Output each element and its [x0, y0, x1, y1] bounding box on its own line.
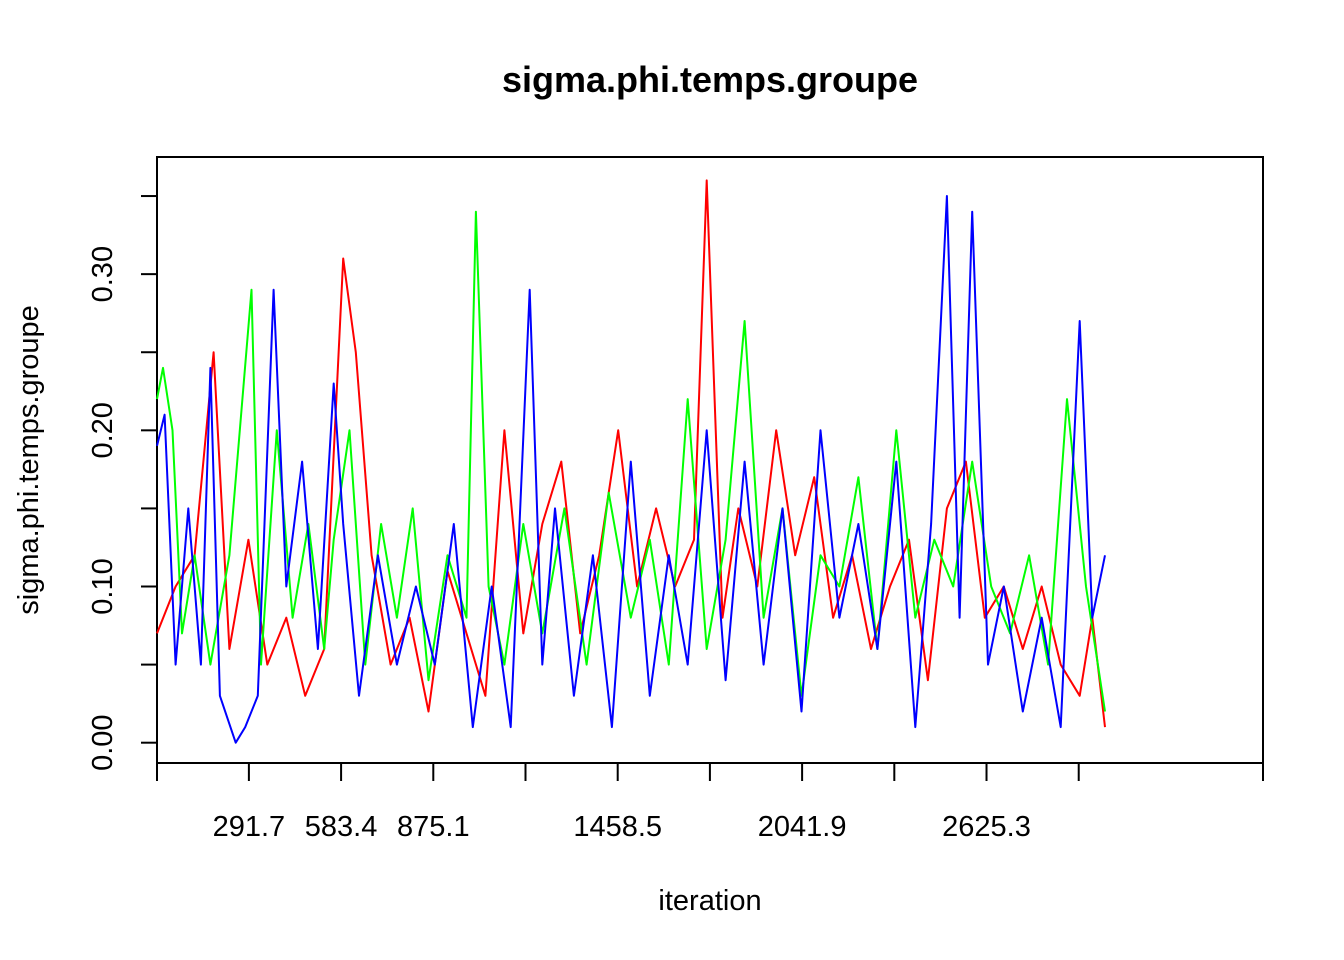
x-axis: 291.7 583.4 875.1 1458.5 2041.9 2625.3 — [156, 763, 1264, 843]
series-layer — [156, 179, 1106, 744]
y-tick-label: 0.30 — [87, 246, 119, 302]
y-axis: 0.00 0.10 0.20 0.30 — [87, 195, 157, 771]
y-tick-label: 0.20 — [87, 402, 119, 458]
x-tick-label: 2041.9 — [758, 811, 847, 843]
chart-title: sigma.phi.temps.groupe — [502, 59, 918, 100]
x-tick-label: 2625.3 — [942, 811, 1031, 843]
x-tick-label: 291.7 — [213, 811, 286, 843]
series-line-1 — [156, 210, 1106, 712]
x-tick-label: 583.4 — [305, 811, 378, 843]
y-axis-label: sigma.phi.temps.groupe — [13, 305, 45, 615]
x-tick-label: 1458.5 — [573, 811, 662, 843]
y-tick-label: 0.00 — [87, 714, 119, 770]
x-tick-label: 875.1 — [397, 811, 470, 843]
series-line-2 — [156, 195, 1106, 744]
series-line-0 — [156, 179, 1106, 728]
y-tick-label: 0.10 — [87, 558, 119, 614]
x-axis-label: iteration — [658, 885, 761, 917]
